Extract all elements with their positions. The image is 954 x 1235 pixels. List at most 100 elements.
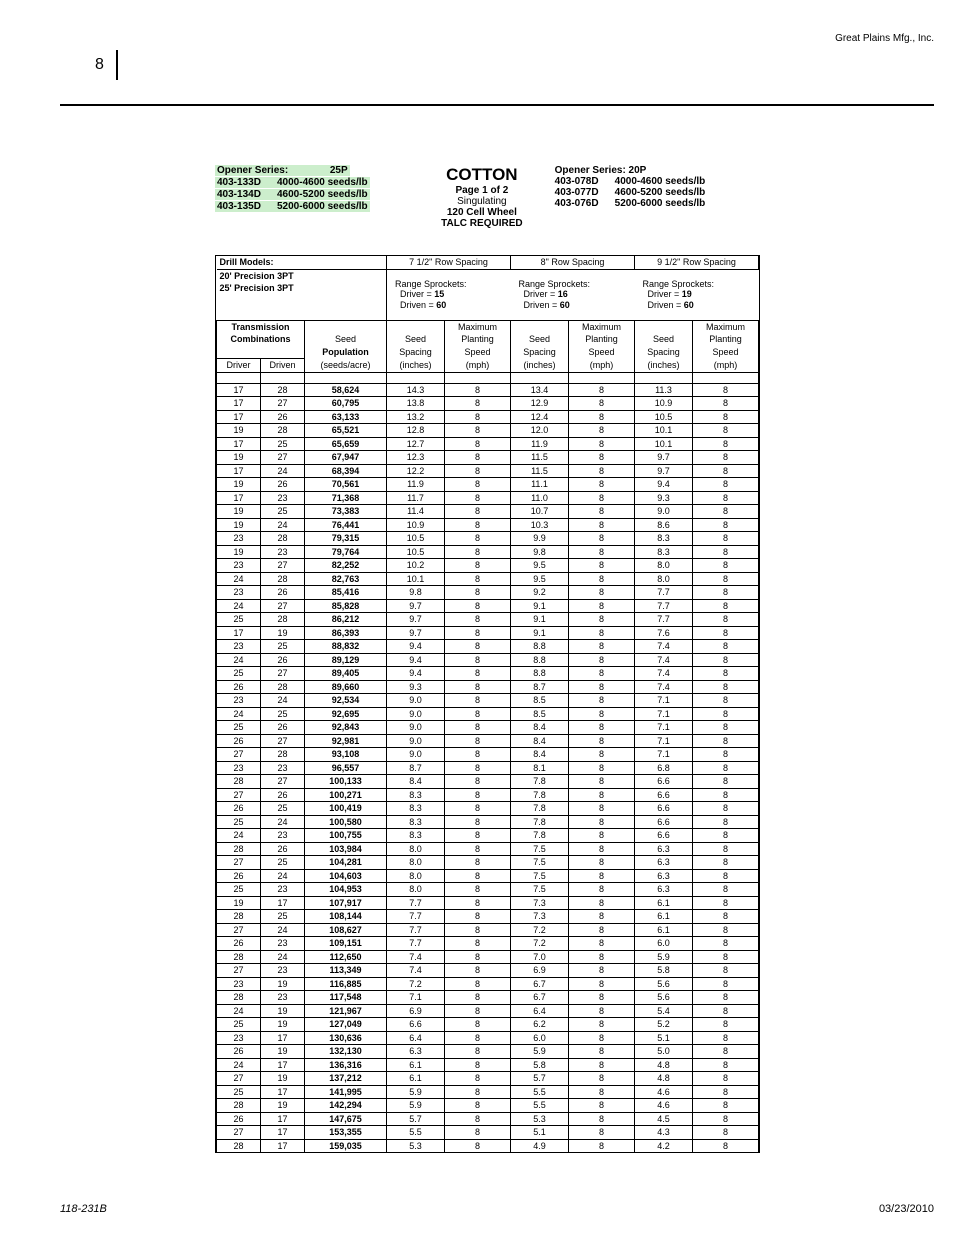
table-cell: 8 [445,802,511,816]
table-cell: 8.5 [511,707,569,721]
table-cell: 8 [693,842,759,856]
table-cell: 9.3 [635,491,693,505]
table-cell: 19 [217,505,261,519]
table-cell: 130,636 [305,1031,387,1045]
table-cell: 8 [693,923,759,937]
table-cell: 8 [693,788,759,802]
page: Great Plains Mfg., Inc. 8 Opener Series:… [0,0,954,1235]
table-cell: 8 [693,464,759,478]
table-cell: 10.5 [635,410,693,424]
table-cell: 8 [445,883,511,897]
table-cell: 7.7 [387,923,445,937]
table-cell: 108,627 [305,923,387,937]
table-cell: 5.2 [635,1018,693,1032]
table-cell: 5.3 [511,1112,569,1126]
table-cell: 9.7 [635,451,693,465]
table-cell: 28 [217,950,261,964]
table-cell: 13.8 [387,397,445,411]
table-cell: 10.9 [387,518,445,532]
table-cell: 8 [693,397,759,411]
header-right: Opener Series: 20P 403-078D4000-4600 see… [555,165,739,229]
table-cell: 17 [217,626,261,640]
table-cell: 17 [261,1112,305,1126]
table-cell: 10.9 [635,397,693,411]
table-cell: 8 [569,626,635,640]
table-cell: 9.4 [635,478,693,492]
table-row: 232492,5349.088.587.18 [217,694,759,708]
table-row: 192476,44110.9810.388.68 [217,518,759,532]
table-cell: 5.9 [387,1099,445,1113]
table-cell: 19 [217,518,261,532]
table-cell: 7.8 [511,775,569,789]
table-cell: 8 [445,545,511,559]
header-left-row: 403-134D4600-5200 seeds/lb [215,189,370,200]
table-cell: 23 [261,937,305,951]
blank [217,307,387,320]
table-cell: 8.0 [387,856,445,870]
row-spacing-1: 7 1/2" Row Spacing [387,256,511,269]
table-cell: 8 [445,1072,511,1086]
table-cell: 8 [569,1112,635,1126]
table-cell: 6.4 [387,1031,445,1045]
table-cell: 8.3 [387,815,445,829]
driver-label: Driver [217,359,261,373]
table-cell: 8.1 [511,761,569,775]
table-cell: 8 [693,802,759,816]
table-cell: 8 [693,829,759,843]
page-of: Page 1 of 2 [409,185,555,196]
table-cell: 8 [693,586,759,600]
table-cell: 79,315 [305,532,387,546]
table-cell: 8 [569,707,635,721]
table-row: 172565,65912.7811.9810.18 [217,437,759,451]
table-cell: 25 [217,613,261,627]
table-cell: 9.4 [387,667,445,681]
table-cell: 8 [445,640,511,654]
page-number: 8 [95,56,104,74]
table-cell: 12.9 [511,397,569,411]
blank [261,372,305,383]
table-cell: 6.7 [511,991,569,1005]
table-cell: 24 [261,815,305,829]
driver: Driver = 15 [395,289,508,299]
crop-title: COTTON [409,165,555,185]
table-cell: 6.6 [635,775,693,789]
table-header-row: Transmission Maximum Maximum Maximum [217,320,759,333]
label: Range Sprockets: [643,279,756,289]
table-cell: 5.8 [511,1058,569,1072]
footer-right: 03/23/2010 [879,1203,934,1215]
table-row: 2623109,1517.787.286.08 [217,937,759,951]
planting-1: Planting [445,333,511,346]
table-cell: 5.7 [511,1072,569,1086]
table-cell: 4.8 [635,1058,693,1072]
table-cell: 12.8 [387,424,445,438]
table-cell: 79,764 [305,545,387,559]
table-cell: 8 [445,829,511,843]
opener-series-right-title: Opener Series: 20P [555,165,739,176]
table-row: 172858,62414.3813.4811.38 [217,383,759,397]
table-cell: 8.3 [387,802,445,816]
table-cell: 19 [261,977,305,991]
table-cell: 27 [261,397,305,411]
table-cell: 8 [445,478,511,492]
table-cell: 8 [693,518,759,532]
table-cell: 8 [445,721,511,735]
table-cell: 8 [693,680,759,694]
table-cell: 8 [445,1058,511,1072]
max-1: Maximum [445,320,511,333]
table-cell: 8.0 [387,842,445,856]
speed-3: Speed [693,346,759,359]
table-cell: 8 [569,1031,635,1045]
table-cell: 11.9 [387,478,445,492]
table-cell: 11.5 [511,464,569,478]
table-cell: 8 [445,383,511,397]
table-cell: 28 [217,991,261,1005]
table-cell: 8 [445,437,511,451]
table-cell: 96,557 [305,761,387,775]
table-cell: 10.5 [387,532,445,546]
table-cell: 9.1 [511,599,569,613]
table-cell: 8 [569,802,635,816]
table-cell: 27 [261,734,305,748]
table-cell: 8 [693,613,759,627]
table-cell: 8 [693,1018,759,1032]
table-cell: 6.7 [511,977,569,991]
